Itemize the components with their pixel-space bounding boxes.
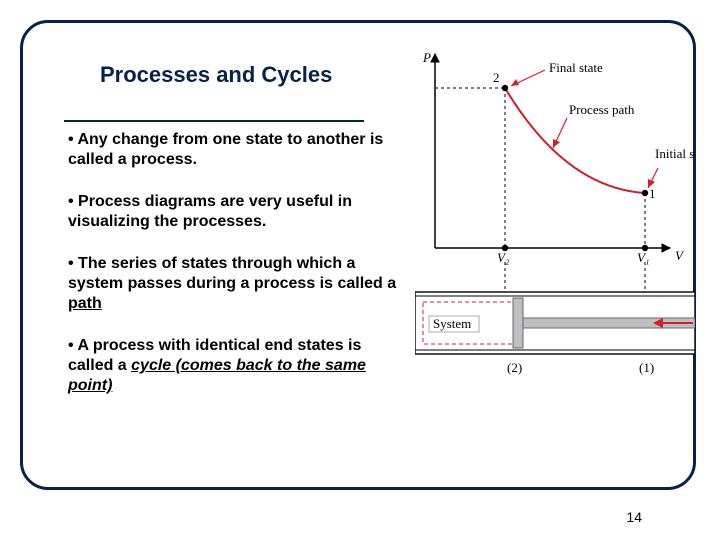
pv-axes <box>431 54 670 252</box>
bullet-list: • Any change from one state to another i… <box>68 130 398 418</box>
system-label: System <box>433 316 471 331</box>
figure-svg: P V 1 2 Final state <box>415 48 695 388</box>
pv-diagram: P V 1 2 Final state <box>422 50 695 292</box>
annotation-initial-state-text-1: Initial state <box>655 146 695 161</box>
bullet-3: • The series of states through which a s… <box>68 254 398 314</box>
pv-v2-label: V₂ <box>497 250 510 265</box>
pv-y-axis-label: P <box>422 50 431 65</box>
annotation-final-state: Final state <box>511 60 603 86</box>
slide-title: Processes and Cycles <box>100 62 332 88</box>
annotation-process-path: Process path <box>553 102 635 148</box>
annotation-initial-state: Initial state <box>648 146 695 188</box>
bullet-3-text: • The series of states through which a s… <box>68 255 396 292</box>
bullet-4: • A process with identical end states is… <box>68 336 398 396</box>
pv-point-1-label: 1 <box>649 186 656 201</box>
pv-to-piston-droplines <box>505 262 645 292</box>
bullet-3-keyword: path <box>68 295 102 312</box>
pv-point-2 <box>502 85 508 91</box>
title-rule <box>64 120 364 122</box>
bullet-2: • Process diagrams are very useful in vi… <box>68 192 398 232</box>
piston-state-2-label: (2) <box>507 360 522 375</box>
annotation-final-state-text: Final state <box>549 60 603 75</box>
pv-v1-label: V₁ <box>637 250 649 265</box>
piston-head <box>513 298 523 348</box>
bullet-1: • Any change from one state to another i… <box>68 130 398 170</box>
piston-diagram: System (2) (1) <box>415 292 695 375</box>
pv-x-axis-label: V <box>675 248 685 263</box>
page-number: 14 <box>626 509 642 525</box>
pv-point-2-label: 2 <box>493 70 500 85</box>
piston-state-1-label: (1) <box>639 360 654 375</box>
figure: P V 1 2 Final state <box>415 48 695 388</box>
pv-point-1 <box>642 190 648 196</box>
annotation-process-path-text: Process path <box>569 102 635 117</box>
